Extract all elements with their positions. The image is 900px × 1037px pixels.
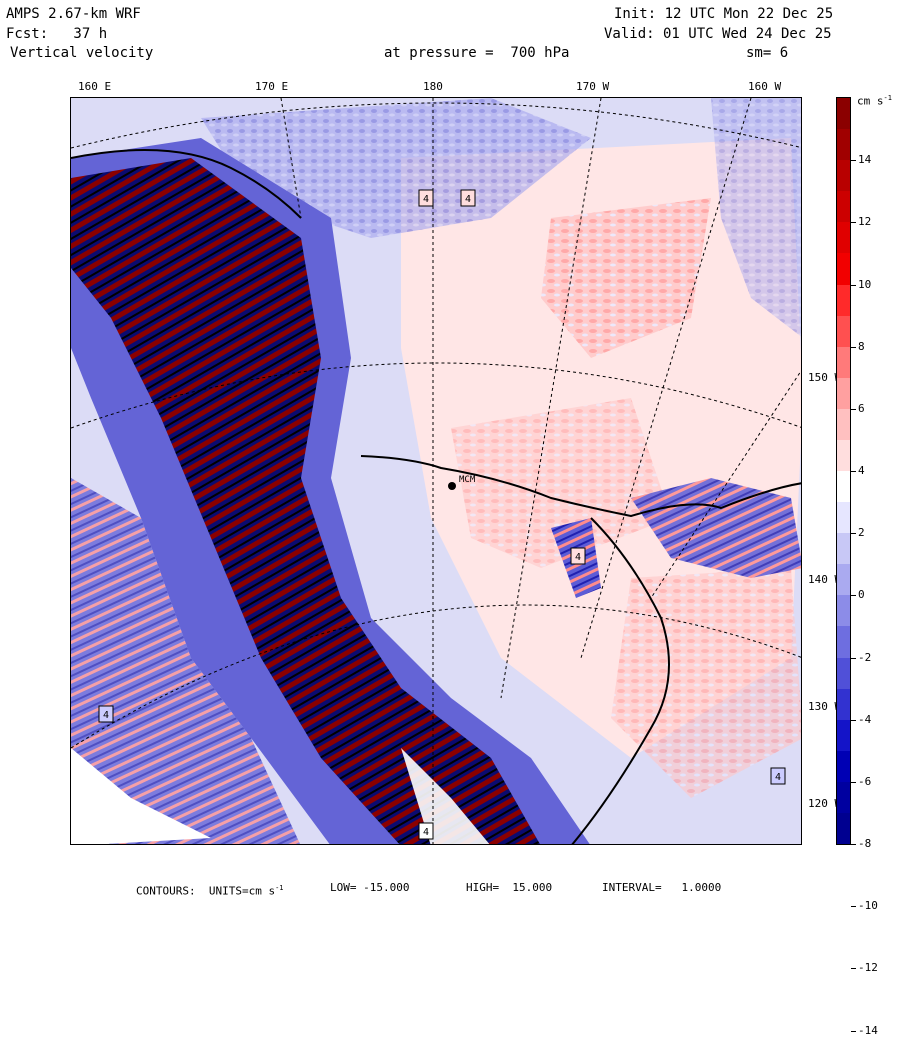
- colorbar-segment: [837, 688, 850, 721]
- colorbar-segment: [837, 750, 850, 783]
- mcmurdo-station-dot: [448, 482, 456, 490]
- footer-low: LOW= -15.000: [330, 881, 410, 894]
- positive-velocity-area: [541, 198, 711, 358]
- colorbar-segment: [837, 284, 850, 317]
- colorbar-segment: [837, 812, 850, 845]
- colorbar-label: -14: [858, 1023, 878, 1037]
- colorbar-label: -6: [858, 774, 872, 788]
- colorbar-tick: [851, 471, 856, 472]
- mcmurdo-station-label: MCM: [459, 475, 476, 485]
- marker-4-d: 4: [103, 710, 109, 721]
- colorbar-tick: [851, 906, 856, 908]
- colorbar-tick: [851, 1030, 856, 1032]
- colorbar-segment: [837, 719, 850, 752]
- marker-4-c: 4: [575, 552, 581, 563]
- marker-4-e: 4: [775, 772, 781, 783]
- colorbar-segment: [837, 346, 850, 379]
- colorbar-segment: [837, 439, 850, 472]
- extremum-markers: 4 4 4 4 4 4: [98, 189, 786, 840]
- colorbar-label: 10: [858, 277, 872, 291]
- lon-label-160e: 160 E: [78, 80, 112, 93]
- vertical-velocity-map: MCM 4 4 4 4 4 4: [70, 97, 802, 845]
- lon-label-170e: 170 E: [255, 80, 289, 93]
- positive-velocity-area-3: [611, 568, 801, 798]
- colorbar-label: -8: [858, 837, 872, 850]
- marker-4-b: 4: [465, 194, 471, 205]
- colorbar-segment: [837, 191, 850, 223]
- model-title: AMPS 2.67-km WRF: [6, 6, 141, 22]
- colorbar-label: 0: [858, 588, 865, 602]
- colorbar-tick: [851, 533, 856, 535]
- east-antarctic-plateau: [71, 478, 301, 844]
- colorbar-tick: [851, 968, 856, 970]
- colorbar-segment: [837, 781, 850, 814]
- coastline: [71, 149, 801, 844]
- colorbar-segment: [837, 377, 850, 410]
- colorbar-label: -12: [858, 961, 878, 975]
- colorbar-segment: [837, 129, 850, 161]
- colorbar-segment: [837, 471, 850, 503]
- map-graphic: MCM 4 4 4 4 4 4: [71, 98, 801, 844]
- colorbar-label: 6: [858, 401, 865, 415]
- init-time: Init: 12 UTC Mon 22 Dec 25: [614, 6, 834, 22]
- colorbar-unit: cm s-1: [857, 94, 892, 108]
- valid-time: Valid: 01 UTC Wed 24 Dec 25: [604, 26, 832, 42]
- smoothing-value: sm= 6: [746, 45, 789, 61]
- mountain-wave-band: [71, 158, 540, 844]
- colorbar-segment: [837, 160, 850, 192]
- lon-label-180: 180: [423, 80, 443, 93]
- marker-4-f: 4: [423, 827, 429, 838]
- pressure-level: at pressure = 700 hPa: [384, 45, 570, 61]
- colorbar-tick: [851, 284, 856, 286]
- colorbar-segment: [837, 626, 850, 658]
- colorbar-tick: [851, 781, 856, 783]
- colorbar-tick: [851, 346, 856, 348]
- colorbar-tick: [851, 844, 856, 845]
- marker-4-a: 4: [423, 194, 429, 205]
- footer-interval: INTERVAL= 1.0000: [602, 881, 722, 894]
- colorbar: [836, 97, 851, 845]
- forecast-hour: Fcst: 37 h: [6, 26, 108, 42]
- marie-byrd-mountains: [631, 478, 801, 578]
- field-name: Vertical velocity: [10, 45, 154, 61]
- missing-data-region: [71, 748, 211, 844]
- footer-contours: CONTOURS: UNITS=cm s-1: [136, 884, 284, 898]
- footer-high: HIGH= 15.000: [466, 881, 553, 894]
- colorbar-label: 8: [858, 339, 865, 353]
- colorbar-label: -10: [858, 899, 878, 913]
- colorbar-tick: [851, 595, 856, 597]
- colorbar-segment: [837, 533, 850, 565]
- colorbar-tick: [851, 408, 856, 410]
- colorbar-segment: [837, 408, 850, 441]
- positive-velocity-area-2: [451, 398, 671, 568]
- colorbar-tick: [851, 160, 856, 162]
- colorbar-tick: [851, 657, 856, 659]
- colorbar-segment: [837, 253, 850, 285]
- colorbar-segment: [837, 98, 850, 130]
- colorbar-segment: [837, 315, 850, 348]
- graticule: [71, 98, 801, 844]
- colorbar-label: 4: [858, 464, 865, 477]
- lon-label-160w: 160 W: [748, 80, 782, 93]
- colorbar-tick: [851, 222, 856, 224]
- colorbar-segment: [837, 564, 850, 596]
- colorbar-label: -4: [858, 712, 872, 726]
- colorbar-label: -2: [858, 650, 872, 664]
- lon-label-170w: 170 W: [576, 80, 610, 93]
- colorbar-tick: [851, 719, 856, 721]
- colorbar-segment: [837, 222, 850, 254]
- negative-velocity-area-2: [711, 98, 801, 337]
- colorbar-label: 14: [858, 153, 872, 167]
- colorbar-segment: [837, 502, 850, 534]
- missing-data-patch: [401, 748, 490, 844]
- colorbar-label: 12: [858, 215, 872, 229]
- colorbar-segment: [837, 657, 850, 690]
- colorbar-label: 2: [858, 526, 865, 540]
- colorbar-segment: [837, 595, 850, 627]
